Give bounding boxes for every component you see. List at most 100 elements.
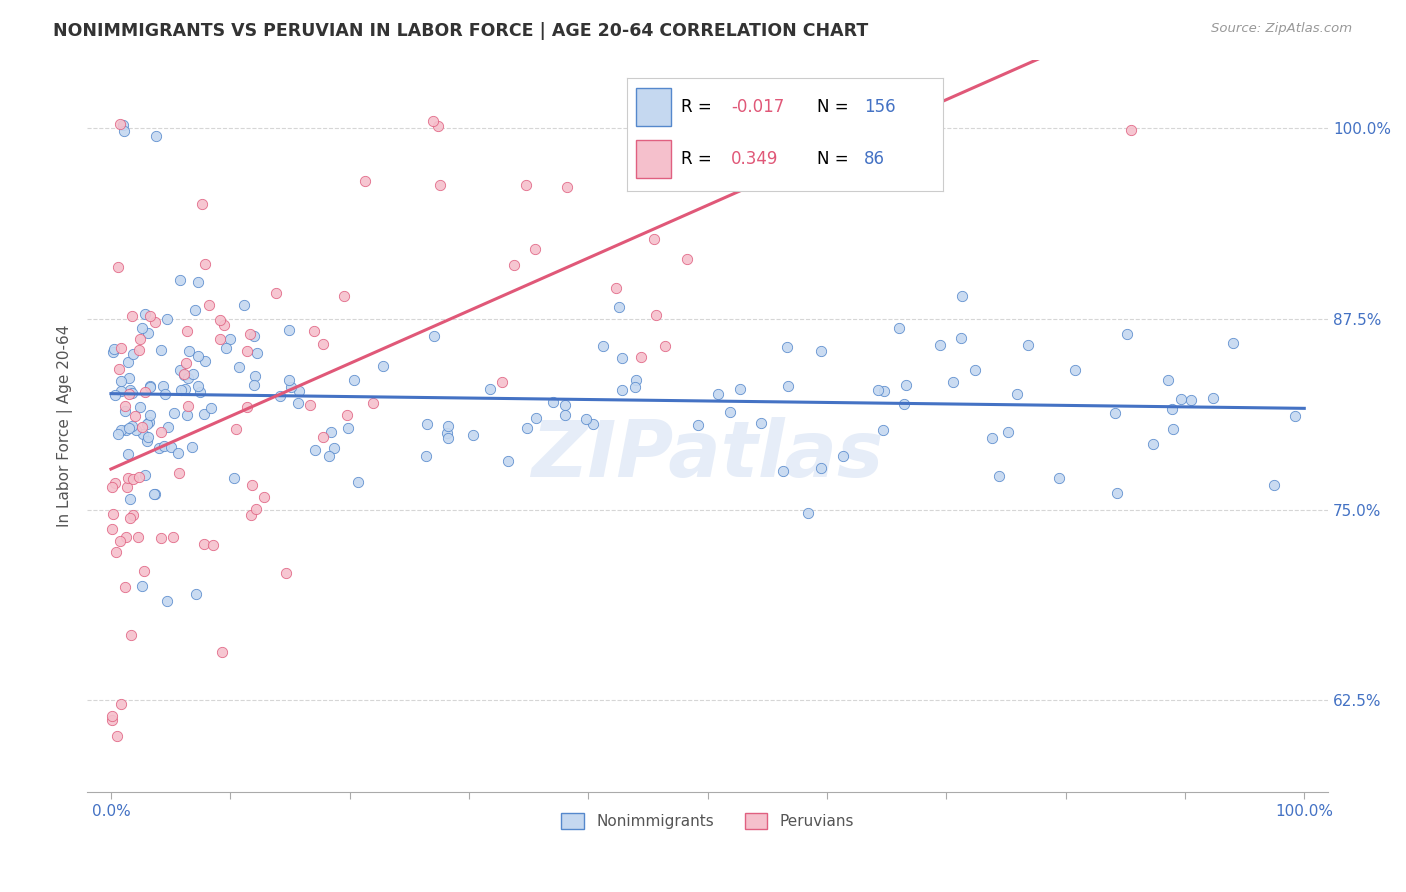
Point — [173, 382, 195, 396]
Point — [150, 531, 173, 545]
Point — [131, 419, 153, 434]
Point — [117, 447, 139, 461]
Point — [110, 423, 132, 437]
Point — [319, 425, 342, 439]
Point — [173, 368, 195, 382]
Point — [117, 355, 139, 369]
Point — [121, 418, 143, 433]
Point — [132, 564, 155, 578]
Point — [134, 468, 156, 483]
Point — [177, 400, 200, 414]
Point — [125, 423, 148, 437]
Point — [239, 326, 262, 341]
Point — [630, 350, 652, 364]
Point — [101, 522, 124, 536]
Point — [108, 533, 131, 548]
Point — [718, 405, 741, 419]
Point — [592, 339, 614, 353]
Point — [129, 400, 152, 414]
Legend: Nonimmigrants, Peruvians: Nonimmigrants, Peruvians — [555, 807, 860, 836]
Point — [1104, 407, 1126, 421]
Point — [135, 417, 157, 431]
Point — [163, 406, 186, 420]
Point — [810, 343, 832, 358]
Point — [582, 417, 605, 431]
Point — [311, 430, 333, 444]
Point — [114, 580, 136, 594]
Point — [115, 423, 138, 437]
Point — [236, 400, 259, 414]
Point — [866, 383, 889, 397]
Point — [107, 260, 129, 274]
Point — [274, 566, 297, 581]
Point — [318, 450, 340, 464]
Point — [269, 389, 291, 403]
Point — [1160, 401, 1182, 416]
Point — [187, 349, 209, 363]
Point — [236, 343, 259, 358]
Point — [143, 486, 166, 500]
Point — [136, 430, 159, 444]
Point — [942, 375, 965, 389]
Point — [105, 545, 128, 559]
Point — [302, 324, 325, 338]
Point — [950, 289, 973, 303]
Point — [1156, 373, 1178, 387]
Point — [479, 382, 502, 396]
Point — [150, 425, 173, 439]
Point — [128, 343, 150, 357]
Point — [353, 174, 375, 188]
Point — [181, 440, 204, 454]
Point — [239, 508, 262, 522]
Point — [120, 491, 142, 506]
Point — [491, 375, 513, 389]
Point — [612, 351, 634, 366]
Point — [174, 356, 197, 370]
Point — [110, 384, 132, 398]
Point — [143, 487, 166, 501]
Point — [243, 369, 266, 384]
Point — [131, 321, 153, 335]
Point — [893, 397, 915, 411]
Point — [143, 315, 166, 329]
Point — [645, 308, 668, 322]
Point — [118, 386, 141, 401]
Point — [110, 374, 132, 388]
Point — [169, 466, 191, 480]
Point — [463, 427, 485, 442]
Point — [1222, 335, 1244, 350]
Point — [686, 417, 709, 432]
Point — [153, 387, 176, 401]
Point — [136, 434, 159, 448]
Point — [209, 313, 232, 327]
Point — [169, 383, 191, 397]
Point — [575, 412, 598, 426]
Y-axis label: In Labor Force | Age 20-64: In Labor Force | Age 20-64 — [58, 325, 73, 527]
Point — [187, 275, 209, 289]
Point — [1121, 122, 1143, 136]
Point — [122, 471, 145, 485]
Point — [557, 180, 579, 194]
Point — [810, 461, 832, 475]
Point — [429, 178, 451, 192]
Point — [304, 442, 326, 457]
Point — [121, 309, 143, 323]
Point — [162, 530, 184, 544]
Point — [240, 477, 263, 491]
Point — [129, 332, 152, 346]
Point — [193, 354, 215, 368]
Point — [1047, 471, 1070, 485]
Point — [173, 368, 195, 383]
Point — [177, 370, 200, 384]
Point — [156, 420, 179, 434]
Point — [415, 417, 437, 432]
Point — [176, 324, 198, 338]
Point — [607, 301, 630, 315]
Point — [198, 298, 221, 312]
Point — [111, 118, 134, 132]
Text: ZIPatlas: ZIPatlas — [531, 417, 884, 493]
Point — [110, 341, 132, 355]
Point — [988, 469, 1011, 483]
Point — [108, 362, 131, 376]
Point — [776, 339, 799, 353]
